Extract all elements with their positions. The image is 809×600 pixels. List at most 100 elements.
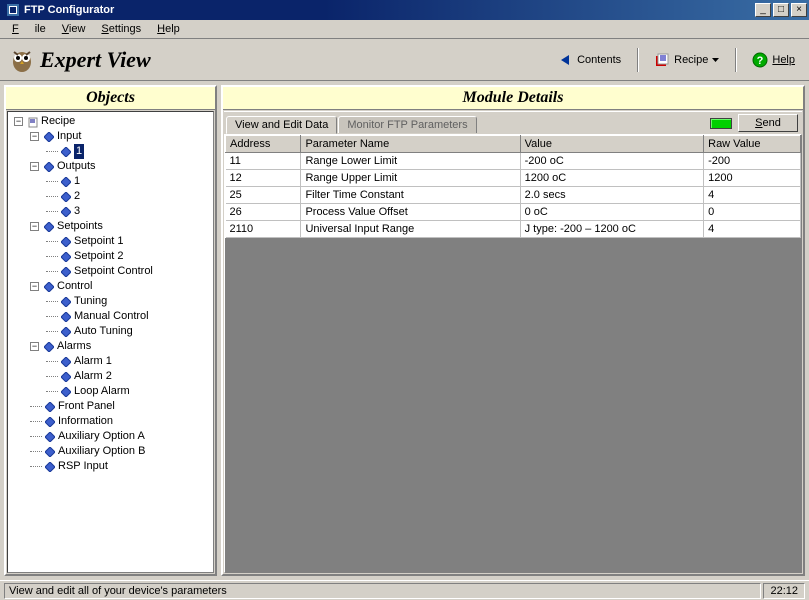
cell-addr[interactable]: 26 xyxy=(226,204,301,221)
tab-monitor[interactable]: Monitor FTP Parameters xyxy=(338,116,476,133)
cell-addr[interactable]: 25 xyxy=(226,187,301,204)
close-button[interactable]: × xyxy=(791,3,807,17)
cell-val[interactable]: 1200 oC xyxy=(520,170,704,187)
tab-view-edit[interactable]: View and Edit Data xyxy=(226,116,337,134)
diamond-icon xyxy=(44,342,54,352)
setpoint-control-node[interactable]: Setpoint Control xyxy=(10,264,211,279)
setpoint-2-node[interactable]: Setpoint 2 xyxy=(10,249,211,264)
help-button[interactable]: ? Help xyxy=(746,50,801,70)
cell-name[interactable]: Filter Time Constant xyxy=(301,187,520,204)
input-node[interactable]: −Input xyxy=(10,129,211,144)
output-1-node[interactable]: 1 xyxy=(10,174,211,189)
auto-tuning-node[interactable]: Auto Tuning xyxy=(10,324,211,339)
expander-icon[interactable]: − xyxy=(30,282,39,291)
contents-label: Contents xyxy=(577,54,621,66)
recipe-button[interactable]: Recipe xyxy=(648,50,725,70)
table-row[interactable]: 2110Universal Input RangeJ type: -200 – … xyxy=(226,221,801,238)
col-parameter[interactable]: Parameter Name xyxy=(301,136,520,153)
expander-icon[interactable]: − xyxy=(30,222,39,231)
expander-icon[interactable]: − xyxy=(30,132,39,141)
status-clock: 22:12 xyxy=(763,583,805,599)
diamond-icon xyxy=(61,357,71,367)
send-button[interactable]: Send xyxy=(738,114,798,132)
recipe-node-icon xyxy=(28,117,38,127)
tuning-node[interactable]: Tuning xyxy=(10,294,211,309)
aux-b-node[interactable]: Auxiliary Option B xyxy=(10,444,211,459)
contents-button[interactable]: Contents xyxy=(553,51,627,69)
expander-icon[interactable]: − xyxy=(30,342,39,351)
front-panel-node[interactable]: Front Panel xyxy=(10,399,211,414)
information-node[interactable]: Information xyxy=(10,414,211,429)
cell-raw[interactable]: 1200 xyxy=(704,170,801,187)
cell-name[interactable]: Universal Input Range xyxy=(301,221,520,238)
cell-name[interactable]: Process Value Offset xyxy=(301,204,520,221)
col-address[interactable]: Address xyxy=(226,136,301,153)
recipe-node[interactable]: −Recipe xyxy=(10,114,211,129)
cell-raw[interactable]: 0 xyxy=(704,204,801,221)
menu-file[interactable]: File xyxy=(4,21,54,37)
toolbar: Expert View Contents Recipe ? Help xyxy=(0,39,809,81)
help-label: Help xyxy=(772,54,795,66)
table-row[interactable]: 11Range Lower Limit-200 oC-200 xyxy=(226,153,801,170)
cell-addr[interactable]: 12 xyxy=(226,170,301,187)
col-raw[interactable]: Raw Value xyxy=(704,136,801,153)
output-3-node[interactable]: 3 xyxy=(10,204,211,219)
cell-val[interactable]: J type: -200 – 1200 oC xyxy=(520,221,704,238)
menu-bar: File View Settings Help xyxy=(0,20,809,39)
diamond-icon xyxy=(61,267,71,277)
diamond-icon xyxy=(61,237,71,247)
setpoint-1-node[interactable]: Setpoint 1 xyxy=(10,234,211,249)
control-node[interactable]: −Control xyxy=(10,279,211,294)
owl-icon xyxy=(8,46,36,74)
minimize-button[interactable]: _ xyxy=(755,3,771,17)
diamond-icon xyxy=(45,447,55,457)
setpoints-node[interactable]: −Setpoints xyxy=(10,219,211,234)
diamond-icon xyxy=(44,132,54,142)
diamond-icon xyxy=(61,252,71,262)
expander-icon[interactable]: − xyxy=(30,162,39,171)
cell-addr[interactable]: 11 xyxy=(226,153,301,170)
expander-icon[interactable]: − xyxy=(14,117,23,126)
diamond-icon xyxy=(61,177,71,187)
cell-val[interactable]: -200 oC xyxy=(520,153,704,170)
maximize-button[interactable]: □ xyxy=(773,3,789,17)
rsp-input-node[interactable]: RSP Input xyxy=(10,459,211,474)
aux-a-node[interactable]: Auxiliary Option A xyxy=(10,429,211,444)
cell-val[interactable]: 0 oC xyxy=(520,204,704,221)
window-buttons: _ □ × xyxy=(753,3,807,17)
cell-raw[interactable]: -200 xyxy=(704,153,801,170)
diamond-icon xyxy=(61,387,71,397)
diamond-icon xyxy=(44,162,54,172)
svg-text:?: ? xyxy=(757,55,764,67)
diamond-icon xyxy=(45,432,55,442)
cell-addr[interactable]: 2110 xyxy=(226,221,301,238)
manual-control-node[interactable]: Manual Control xyxy=(10,309,211,324)
menu-view[interactable]: View xyxy=(54,21,94,37)
diamond-icon xyxy=(45,402,55,412)
table-row[interactable]: 25Filter Time Constant2.0 secs4 xyxy=(226,187,801,204)
loop-alarm-node[interactable]: Loop Alarm xyxy=(10,384,211,399)
cell-name[interactable]: Range Lower Limit xyxy=(301,153,520,170)
table-row[interactable]: 12Range Upper Limit1200 oC1200 xyxy=(226,170,801,187)
cell-raw[interactable]: 4 xyxy=(704,221,801,238)
output-2-node[interactable]: 2 xyxy=(10,189,211,204)
object-tree[interactable]: −Recipe−Input1−Outputs123−SetpointsSetpo… xyxy=(8,112,213,476)
dropdown-arrow-icon xyxy=(712,58,719,62)
view-title: Expert View xyxy=(40,47,553,73)
menu-settings[interactable]: Settings xyxy=(93,21,149,37)
title-bar: FTP Configurator _ □ × xyxy=(0,0,809,20)
alarm-1-node[interactable]: Alarm 1 xyxy=(10,354,211,369)
menu-help[interactable]: Help xyxy=(149,21,188,37)
alarm-2-node[interactable]: Alarm 2 xyxy=(10,369,211,384)
outputs-node[interactable]: −Outputs xyxy=(10,159,211,174)
cell-raw[interactable]: 4 xyxy=(704,187,801,204)
alarms-node[interactable]: −Alarms xyxy=(10,339,211,354)
action-row: Send xyxy=(706,112,802,134)
diamond-icon xyxy=(61,297,71,307)
col-value[interactable]: Value xyxy=(520,136,704,153)
parameter-table: Address Parameter Name Value Raw Value 1… xyxy=(225,135,801,238)
cell-val[interactable]: 2.0 secs xyxy=(520,187,704,204)
table-row[interactable]: 26Process Value Offset0 oC0 xyxy=(226,204,801,221)
input-1-node[interactable]: 1 xyxy=(10,144,211,159)
cell-name[interactable]: Range Upper Limit xyxy=(301,170,520,187)
